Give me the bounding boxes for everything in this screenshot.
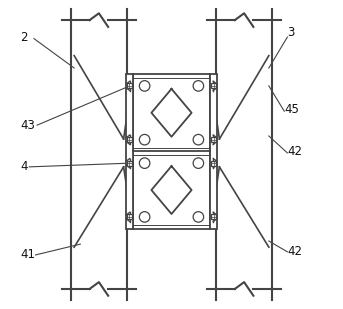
Bar [211, 83, 216, 88]
Bar [133, 74, 210, 229]
Text: 2: 2 [20, 31, 27, 44]
Bar [127, 137, 132, 142]
Circle shape [139, 212, 150, 222]
Circle shape [193, 81, 204, 91]
Text: 42: 42 [287, 145, 303, 158]
Circle shape [139, 81, 150, 91]
Bar [211, 214, 216, 219]
Text: 41: 41 [20, 248, 35, 261]
Bar [211, 161, 216, 166]
Text: 4: 4 [20, 160, 27, 173]
Bar [127, 83, 132, 88]
Circle shape [139, 134, 150, 145]
Text: 3: 3 [287, 26, 295, 39]
Bar [210, 74, 217, 229]
Circle shape [193, 158, 204, 168]
Bar [127, 161, 132, 166]
Text: 45: 45 [284, 103, 299, 116]
Text: 42: 42 [287, 245, 303, 258]
Text: 43: 43 [20, 119, 35, 132]
Circle shape [193, 134, 204, 145]
Bar [211, 137, 216, 142]
Bar [127, 214, 132, 219]
Circle shape [193, 212, 204, 222]
Bar [126, 74, 133, 229]
Circle shape [139, 158, 150, 168]
